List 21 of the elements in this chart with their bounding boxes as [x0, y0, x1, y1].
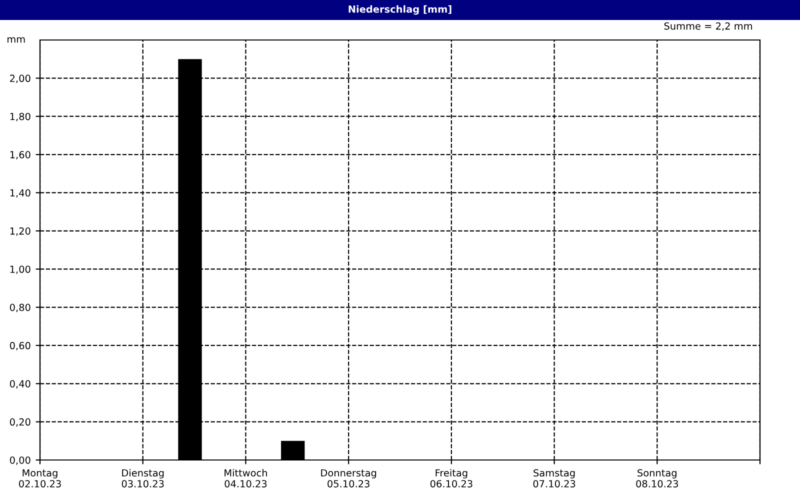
text: Summe = 2,2 mm	[664, 22, 752, 31]
x-tick-label: Donnerstag 05.10.23	[321, 469, 376, 488]
y-tick-label: 0,60	[10, 342, 30, 350]
y-tick-label: 1,00	[10, 266, 30, 274]
y-tick-label: 1,60	[10, 151, 30, 160]
x-tick-label: Samstag 07.10.23	[533, 469, 576, 488]
x-tick-label: Freitag 06.10.23	[430, 469, 472, 488]
x-tick-label: Sonntag 08.10.23	[636, 469, 678, 488]
y-axis-title: mm	[8, 37, 25, 43]
y-tick-label: 0,00	[10, 456, 30, 465]
y-tick-label: 1,40	[10, 189, 30, 198]
y-tick-label: 1,80	[10, 112, 30, 122]
y-tick-label: 1,20	[10, 227, 30, 236]
x-tick-label: Mittwoch 04.10.23	[224, 469, 267, 488]
y-tick-label: 0,80	[10, 304, 30, 312]
y-tick-label: 2,00	[10, 74, 30, 84]
y-tick-label: 0,20	[10, 418, 30, 427]
x-tick-label: Dienstag 03.10.23	[122, 469, 164, 488]
y-tick-label: 0,40	[10, 380, 30, 388]
x-tick-label: Montag 02.10.23	[18, 469, 61, 488]
chart-title: Niederschlag [mm]	[348, 5, 452, 15]
